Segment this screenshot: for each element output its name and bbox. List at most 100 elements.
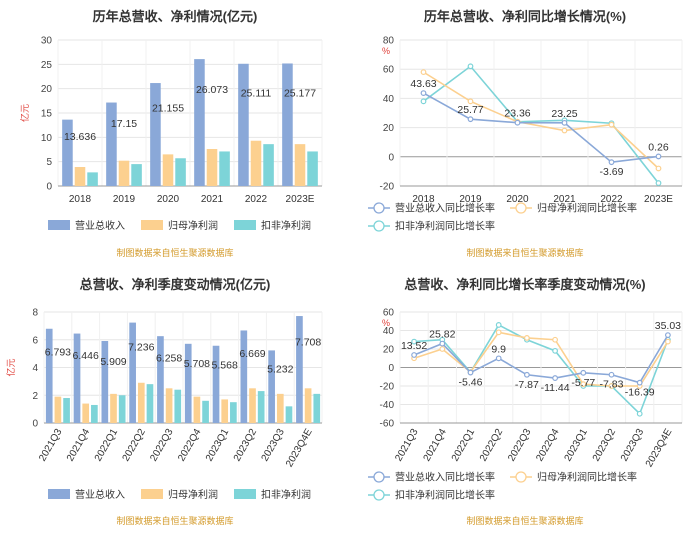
data-point-0 bbox=[523, 371, 530, 378]
data-label: -7.87 bbox=[515, 379, 539, 391]
data-point-2 bbox=[411, 338, 417, 345]
series-line-0 bbox=[423, 92, 659, 164]
chart-source: 制图数据来自恒生聚源数据库 bbox=[466, 248, 584, 258]
x-tick-label: 2023Q3 bbox=[260, 427, 288, 464]
data-label: 6.793 bbox=[45, 346, 71, 358]
y-axis-label: 亿元 bbox=[19, 104, 30, 122]
y-tick-label: 8 bbox=[32, 308, 38, 319]
data-label: 5.708 bbox=[184, 358, 210, 370]
data-label: -11.44 bbox=[541, 382, 570, 394]
bar-1 bbox=[54, 396, 62, 423]
data-label: -7.83 bbox=[600, 379, 624, 391]
legend-swatch-marker bbox=[373, 202, 385, 214]
chart-annual-revenue-profit: 历年总营收、净利情况(亿元) 0 5 10 15 20 25 30 亿元 2018 2019 202… bbox=[0, 0, 350, 267]
bar-2 bbox=[307, 151, 318, 186]
bar-2 bbox=[313, 393, 321, 423]
data-label: 0.26 bbox=[648, 141, 669, 153]
bar-1 bbox=[82, 403, 90, 423]
bar-0 bbox=[282, 63, 293, 186]
data-point-0 bbox=[420, 90, 427, 97]
x-tick-label: 2022Q4 bbox=[534, 427, 562, 464]
data-label: 43.63 bbox=[410, 78, 436, 90]
legend-label: 营业总收入同比增长率 bbox=[395, 471, 495, 484]
bar-2 bbox=[175, 158, 186, 186]
y-tick-label: 20 bbox=[383, 345, 395, 356]
legend-swatch bbox=[234, 489, 256, 499]
x-tick-label: 2022Q4 bbox=[176, 427, 204, 464]
legend-label: 营业总收入 bbox=[75, 488, 125, 501]
x-tick-label: 2021Q3 bbox=[393, 427, 421, 464]
series-line-1 bbox=[413, 331, 669, 387]
series-line-0 bbox=[413, 334, 669, 384]
x-tick-label: 2023E bbox=[286, 194, 315, 205]
legend-label: 归母净利润同比增长率 bbox=[537, 471, 637, 484]
data-point-1 bbox=[561, 127, 568, 134]
data-point-1 bbox=[655, 165, 662, 172]
legend-label: 营业总收入 bbox=[75, 219, 125, 232]
chart-quarterly-growth: 总营收、净利同比增长率季度变动情况(%) -60 -40 -20 0 20 40 60% 20… bbox=[350, 268, 700, 535]
legend-label: 归母净利润 bbox=[168, 219, 218, 232]
legend-label: 扣非净利润同比增长率 bbox=[395, 489, 495, 502]
data-label: 35.03 bbox=[655, 320, 681, 332]
data-label: 25.77 bbox=[457, 104, 483, 116]
bar-2 bbox=[230, 402, 237, 423]
data-point-0 bbox=[467, 369, 474, 376]
y-tick-label: 30 bbox=[41, 36, 53, 47]
data-label: 21.155 bbox=[152, 103, 184, 115]
bar-0 bbox=[238, 63, 249, 186]
data-label: 17.15 bbox=[111, 118, 137, 130]
data-point-1 bbox=[523, 334, 530, 341]
series-line-1 bbox=[423, 71, 660, 170]
x-tick-label: 2022Q2 bbox=[121, 427, 149, 464]
legend-swatch-marker bbox=[515, 471, 527, 483]
bar-2 bbox=[87, 172, 98, 186]
data-point-2 bbox=[467, 63, 474, 70]
data-label: 23.36 bbox=[504, 108, 530, 120]
bar-0 bbox=[45, 328, 53, 423]
data-point-0 bbox=[608, 159, 615, 166]
y-tick-label: -20 bbox=[380, 182, 395, 193]
chart-title: 总营收、净利季度变动情况(亿元) bbox=[79, 277, 271, 292]
data-point-1 bbox=[439, 346, 446, 352]
legend-swatch-marker bbox=[373, 489, 385, 501]
data-label: -5.77 bbox=[571, 377, 595, 389]
legend-swatch bbox=[141, 220, 163, 230]
legend-label: 归母净利润 bbox=[168, 488, 218, 501]
chart-source: 制图数据来自恒生聚源数据库 bbox=[116, 248, 234, 258]
data-point-0 bbox=[411, 352, 417, 358]
legend-swatch-marker bbox=[515, 202, 527, 214]
x-tick-label: 2020 bbox=[157, 194, 180, 205]
y-tick-label: 60 bbox=[383, 65, 395, 76]
x-tick-label: 2019 bbox=[113, 194, 136, 205]
x-tick-label: 2023Q1 bbox=[204, 427, 232, 464]
data-label: 5.568 bbox=[212, 360, 238, 372]
x-tick-label: 2021Q4 bbox=[65, 427, 93, 464]
data-point-1 bbox=[420, 69, 427, 76]
y-axis-label: % bbox=[382, 46, 390, 56]
legend-label: 扣非净利润同比增长率 bbox=[395, 220, 495, 233]
y-tick-label: 5 bbox=[46, 157, 52, 168]
bar-2 bbox=[285, 406, 293, 423]
data-label: 25.82 bbox=[429, 329, 455, 341]
chart-svg: 0 5 10 15 20 25 30 亿元 2018 2019 2020 2021 2022 2023E 1… bbox=[19, 36, 323, 232]
bar-0 bbox=[62, 119, 73, 186]
data-point-0 bbox=[552, 375, 559, 381]
data-point-0 bbox=[561, 119, 568, 126]
bar-1 bbox=[110, 393, 117, 423]
legend-swatch bbox=[48, 220, 70, 230]
data-point-1 bbox=[665, 338, 671, 345]
bar-1 bbox=[249, 388, 256, 423]
data-point-2 bbox=[495, 322, 502, 328]
legend-label: 扣非净利润 bbox=[261, 219, 311, 232]
legend-swatch-marker bbox=[373, 220, 385, 232]
y-tick-label: 80 bbox=[383, 36, 395, 47]
y-tick-label: 0 bbox=[46, 182, 52, 193]
data-point-1 bbox=[467, 98, 474, 105]
data-point-1 bbox=[608, 121, 615, 128]
x-tick-label: 2021 bbox=[201, 194, 224, 205]
x-tick-label: 2022 bbox=[600, 194, 623, 205]
bar-1 bbox=[162, 154, 174, 186]
bar-0 bbox=[73, 333, 81, 423]
data-label: 13.636 bbox=[64, 131, 96, 143]
